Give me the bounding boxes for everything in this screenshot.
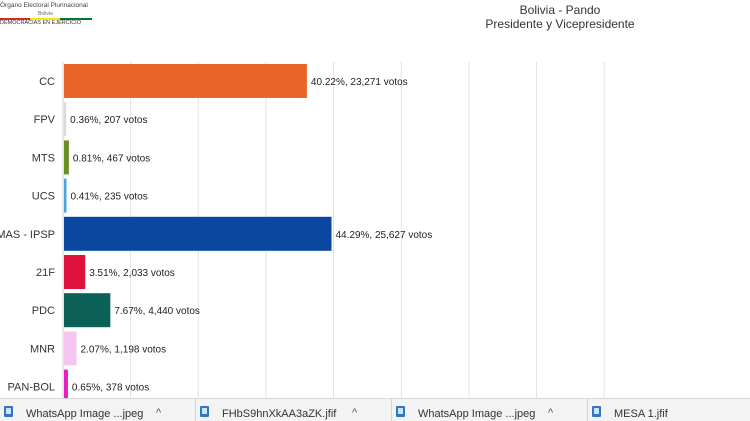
bar-0[interactable] — [64, 64, 307, 98]
download-filename: FHbS9hnXkAA3aZK.jfif — [222, 408, 337, 420]
data-label-7: 2.07%, 1,198 votos — [81, 344, 167, 355]
data-label-1: 0.36%, 207 votos — [70, 115, 147, 126]
file-icon — [4, 406, 13, 417]
download-filename: WhatsApp Image ...jpeg — [26, 408, 144, 420]
bar-3[interactable] — [64, 178, 67, 213]
category-label-3: UCS — [32, 191, 55, 203]
download-item-1[interactable]: FHbS9hnXkAA3aZK.jfif ^ — [196, 399, 392, 421]
data-label-4: 44.29%, 25,627 votos — [336, 230, 433, 241]
downloads-bar: WhatsApp Image ...jpeg ^ FHbS9hnXkAA3aZK.j… — [0, 398, 750, 421]
download-item-3[interactable]: MESA 1.jfif — [588, 399, 750, 421]
category-label-1: FPV — [34, 114, 56, 126]
bar-4[interactable] — [64, 216, 332, 251]
chart-subtitle: Presidente y Vicepresidente — [485, 17, 635, 31]
bar-6[interactable] — [64, 293, 111, 328]
data-label-2: 0.81%, 467 votos — [73, 153, 150, 164]
org-name: Órgano Electoral Plurinacional — [0, 2, 88, 9]
category-label-0: CC — [39, 76, 55, 88]
download-item-0[interactable]: WhatsApp Image ...jpeg ^ — [0, 399, 196, 421]
bar-8[interactable] — [64, 369, 68, 398]
category-label-7: MNR — [30, 343, 55, 355]
data-label-6: 7.67%, 4,440 votos — [114, 306, 200, 317]
chart-title: Bolivia - Pando — [519, 3, 601, 17]
data-label-3: 0.41%, 235 votos — [70, 192, 147, 203]
org-logo: Órgano Electoral Plurinacional Bolivia D… — [0, 0, 110, 30]
download-item-2[interactable]: WhatsApp Image ...jpeg ^ — [392, 399, 588, 421]
file-icon — [396, 406, 405, 417]
file-icon — [592, 406, 601, 417]
chevron-up-icon[interactable]: ^ — [156, 407, 162, 419]
category-label-2: MTS — [32, 152, 55, 164]
logo-stripe-green — [60, 18, 92, 20]
download-filename: WhatsApp Image ...jpeg — [418, 408, 536, 420]
file-icon — [200, 406, 209, 417]
org-slogan: DEMOCRACIAS EN EJERCICIO — [0, 20, 81, 26]
bar-1[interactable] — [64, 102, 67, 137]
data-label-8: 0.65%, 378 votos — [72, 383, 149, 394]
bar-7[interactable] — [64, 331, 77, 366]
category-label-4: MAS - IPSP — [0, 229, 55, 241]
download-filename: MESA 1.jfif — [614, 408, 668, 420]
chevron-up-icon[interactable]: ^ — [548, 407, 554, 419]
bar-2[interactable] — [64, 140, 69, 175]
logo-stripe-red — [0, 18, 30, 20]
org-country: Bolivia — [38, 11, 53, 17]
category-label-8: PAN-BOL — [8, 382, 55, 394]
category-label-6: PDC — [32, 305, 55, 317]
chart-titles: Bolivia - Pando Presidente y Vicepreside… — [440, 3, 680, 31]
bar-5[interactable] — [64, 255, 86, 289]
logo-stripe-yellow — [30, 18, 60, 20]
bar-chart: CC 40.22%, 23,271 votos FPV 0.36%, 207 voto… — [0, 62, 605, 398]
chevron-up-icon[interactable]: ^ — [352, 407, 358, 419]
data-label-0: 40.22%, 23,271 votos — [311, 77, 408, 88]
category-label-5: 21F — [36, 267, 55, 279]
data-label-5: 3.51%, 2,033 votos — [89, 268, 175, 279]
